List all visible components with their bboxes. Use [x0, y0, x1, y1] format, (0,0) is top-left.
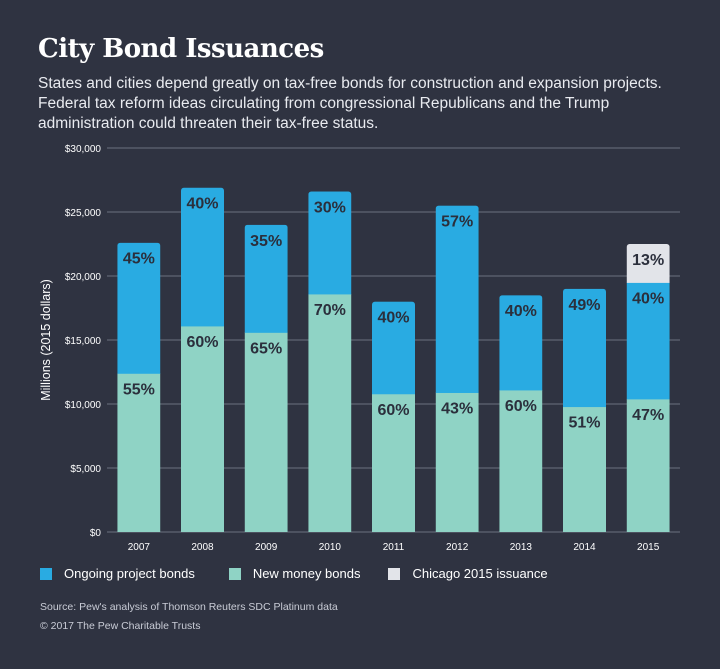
stacked-bar-chart: $0 $5,000 $10,000 $15,000 $20,000 $25,000 $30,… — [39, 144, 680, 553]
chart-subtitle: States and cities depend greatly on tax-… — [38, 75, 662, 132]
legend-swatch-chicago — [388, 567, 401, 580]
x-tick-label: 2007 — [128, 542, 151, 553]
bar-data-label: 40% — [377, 310, 409, 327]
source-note: Source: Pew's analysis of Thomson Reuter… — [40, 601, 338, 613]
bar-segment — [181, 325, 224, 532]
x-tick-label: 2009 — [255, 542, 278, 553]
bar-segment — [117, 242, 161, 374]
bar-group-2009: 65% 35% — [244, 224, 288, 532]
bar-data-label: 60% — [377, 402, 409, 419]
x-tick-label: 2015 — [637, 542, 660, 553]
bar-data-label: 40% — [632, 290, 664, 307]
x-tick-label: 2013 — [510, 542, 533, 553]
bar-data-label: 49% — [568, 297, 600, 314]
bar-segment — [308, 293, 352, 532]
bar-group-2011: 60% 40% — [372, 301, 415, 532]
bar-segment — [244, 332, 288, 532]
bar-segment — [372, 393, 415, 532]
bar-data-label: 70% — [314, 302, 346, 319]
bar-segment — [499, 389, 543, 532]
bar-data-label: 30% — [314, 200, 346, 217]
y-tick-label: $20,000 — [65, 272, 102, 283]
y-tick-label: $25,000 — [65, 208, 102, 219]
bar-segment — [626, 244, 670, 283]
bar-data-label: 35% — [250, 233, 282, 250]
bar-data-label: 55% — [123, 381, 155, 398]
bar-segment — [372, 301, 415, 395]
y-tick-labels: $0 $5,000 $10,000 $15,000 $20,000 $25,000 $30,… — [65, 144, 102, 539]
x-tick-label: 2010 — [319, 542, 342, 553]
bar-segment — [626, 398, 670, 532]
bar-segment — [626, 282, 670, 400]
bar-group-2015: 47% 40% 13% — [626, 244, 670, 532]
x-tick-label: 2008 — [191, 542, 214, 553]
x-tick-label: 2011 — [383, 542, 405, 553]
bar-data-label: 57% — [441, 214, 473, 231]
x-tick-label: 2014 — [573, 542, 596, 553]
chart-title: City Bond Issuances — [38, 34, 324, 64]
x-tick-label: 2012 — [446, 542, 469, 553]
legend: Ongoing project bonds New money bonds Ch… — [40, 566, 582, 581]
bar-data-label: 60% — [186, 334, 218, 351]
bar-data-label: 65% — [250, 340, 282, 357]
bar-data-label: 47% — [632, 407, 664, 424]
bar-segment — [181, 187, 224, 327]
x-tick-labels: 2007 2008 2009 2010 2011 2012 2013 2014 2015 — [128, 542, 660, 553]
bar-group-2007: 55% 45% — [117, 242, 161, 532]
legend-item-new-money: New money bonds — [228, 566, 361, 581]
bar-data-label: 43% — [441, 400, 473, 417]
legend-label-chicago: Chicago 2015 issuance — [412, 566, 548, 581]
bar-group-2013: 60% 40% — [499, 295, 543, 532]
bar-segment — [308, 191, 352, 295]
bar-data-label: 40% — [505, 303, 537, 320]
bar-group-2008: 60% 40% — [181, 187, 224, 532]
y-tick-label: $30,000 — [65, 144, 102, 155]
bar-segment — [563, 288, 606, 408]
bar-data-label: 51% — [568, 415, 600, 432]
bar-segment — [435, 392, 479, 532]
legend-item-ongoing: Ongoing project bonds — [40, 566, 195, 581]
bar-data-label: 40% — [186, 196, 218, 213]
bar-segment — [117, 373, 161, 532]
legend-item-chicago: Chicago 2015 issuance — [388, 566, 548, 581]
bar-segment — [563, 406, 606, 532]
bar-segment — [244, 224, 288, 333]
bar-group-2012: 43% 57% — [435, 205, 479, 532]
bar-data-label: 13% — [632, 252, 664, 269]
y-tick-label: $0 — [90, 528, 102, 539]
y-tick-label: $10,000 — [65, 400, 102, 411]
copyright-note: © 2017 The Pew Charitable Trusts — [40, 620, 201, 632]
legend-label-ongoing: Ongoing project bonds — [64, 566, 195, 581]
bars: 55% 45% 60% 40% 65% 35% 70% 30% 60% 40% 43% 57% 60% 4… — [117, 187, 670, 532]
y-tick-label: $5,000 — [70, 464, 101, 475]
legend-label-new-money: New money bonds — [252, 566, 361, 581]
bar-data-label: 45% — [123, 251, 155, 268]
legend-swatch-ongoing — [40, 567, 52, 580]
bar-group-2014: 51% 49% — [563, 288, 606, 532]
y-tick-label: $15,000 — [65, 336, 102, 347]
bar-group-2010: 70% 30% — [308, 191, 352, 532]
bar-segment — [499, 295, 543, 391]
bar-segment — [435, 205, 479, 393]
y-axis-label: Millions (2015 dollars) — [39, 279, 53, 401]
bar-data-label: 60% — [505, 398, 537, 415]
legend-swatch-new-money — [228, 567, 241, 580]
